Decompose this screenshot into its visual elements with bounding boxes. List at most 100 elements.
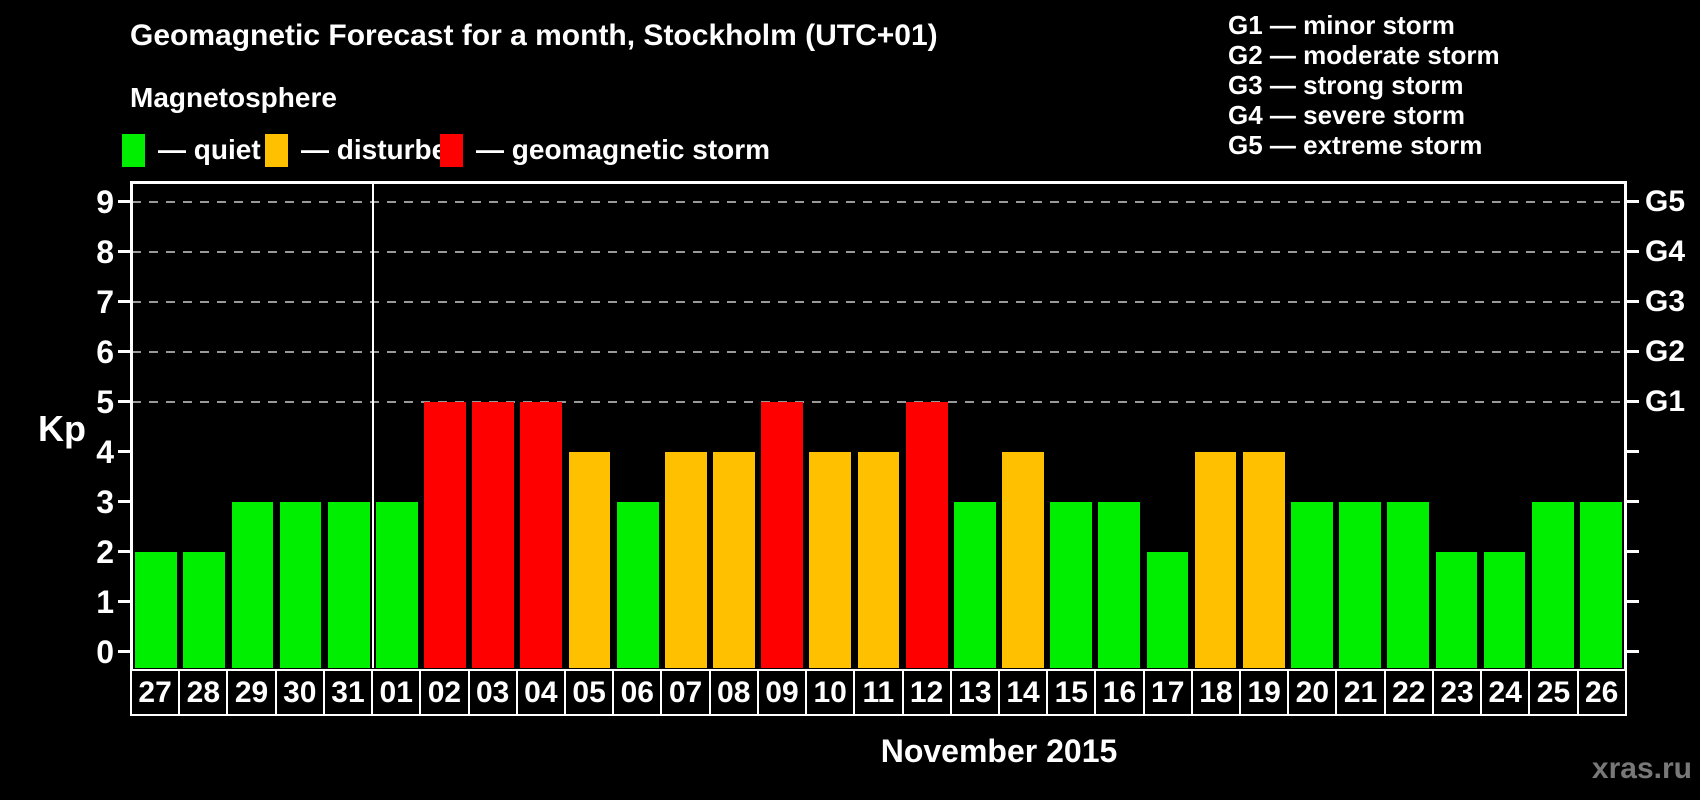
y-tick-label-6: 6 <box>96 334 114 370</box>
day-cell-17: 17 <box>1142 671 1191 714</box>
legend-item-quiet: — quiet <box>122 132 261 168</box>
day-cell-25: 25 <box>1528 671 1577 714</box>
y-tick-left-4 <box>118 450 132 453</box>
day-cell-16: 16 <box>1094 671 1143 714</box>
gridline-kp-8 <box>132 251 1625 253</box>
day-cell-29: 29 <box>226 671 275 714</box>
y-tick-label-4: 4 <box>96 434 114 470</box>
y-tick-label-8: 8 <box>96 234 114 270</box>
axis-line-right <box>1624 181 1627 669</box>
bar-day-03 <box>472 402 515 668</box>
y-tick-left-8 <box>118 250 132 253</box>
y-tick-right-6 <box>1625 350 1639 353</box>
y-tick-label-0: 0 <box>96 634 114 670</box>
g-scale-legend: G1 — minor storm G2 — moderate storm G3 — … <box>1228 10 1500 160</box>
day-cell-09: 09 <box>756 671 806 714</box>
day-cell-19: 19 <box>1239 671 1288 714</box>
bar-day-22 <box>1387 502 1430 668</box>
bar-day-30 <box>279 502 322 668</box>
legend-label-storm: — geomagnetic storm <box>476 134 771 165</box>
bar-day-29 <box>231 502 274 668</box>
bar-day-28 <box>183 552 226 668</box>
legend-swatch-storm <box>440 133 463 167</box>
bar-day-26 <box>1580 502 1622 668</box>
y-tick-label-7: 7 <box>96 284 114 320</box>
day-cell-11: 11 <box>853 671 902 714</box>
axis-line-left <box>130 181 133 669</box>
day-cell-02: 02 <box>419 671 468 714</box>
bar-day-31 <box>327 502 370 668</box>
legend-label-quiet: — quiet <box>158 134 261 165</box>
y-tick-left-3 <box>118 500 132 503</box>
y-tick-left-6 <box>118 350 132 353</box>
legend-item-storm: — geomagnetic storm <box>440 132 770 168</box>
legend-item-disturbed: — disturbed <box>265 132 464 168</box>
chart-title: Geomagnetic Forecast for a month, Stockh… <box>130 19 938 52</box>
bar-day-08 <box>713 452 755 668</box>
bar-day-07 <box>664 452 707 668</box>
day-cell-18: 18 <box>1190 671 1240 714</box>
y-tick-right-8 <box>1625 250 1639 253</box>
bar-day-12 <box>905 402 948 668</box>
day-cell-22: 22 <box>1383 671 1432 714</box>
bar-day-16 <box>1098 502 1141 668</box>
bar-day-10 <box>809 452 852 668</box>
bar-day-25 <box>1531 502 1574 668</box>
day-cell-27: 27 <box>132 671 179 714</box>
day-cell-08: 08 <box>708 671 757 714</box>
g-legend-line-3: G3 — strong storm <box>1228 70 1464 100</box>
watermark: xras.ru <box>1591 752 1692 785</box>
day-cell-20: 20 <box>1287 671 1336 714</box>
legend-label-disturbed: — disturbed <box>301 134 465 165</box>
bar-day-02 <box>424 402 466 668</box>
day-cell-06: 06 <box>612 671 661 714</box>
y-tick-right-0 <box>1625 650 1639 653</box>
gridline-kp-7 <box>132 301 1625 303</box>
g-axis-label-g1: G1 <box>1645 385 1686 418</box>
y-tick-left-2 <box>118 550 132 553</box>
bar-day-17 <box>1146 552 1189 668</box>
y-tick-right-7 <box>1625 300 1639 303</box>
y-tick-right-2 <box>1625 550 1639 553</box>
magnetosphere-label: Magnetosphere <box>130 82 337 113</box>
g-legend-line-2: G2 — moderate storm <box>1228 40 1500 70</box>
y-tick-label-9: 9 <box>96 184 114 220</box>
day-cell-13: 13 <box>949 671 998 714</box>
g-axis-label-g4: G4 <box>1645 235 1686 268</box>
day-cell-23: 23 <box>1431 671 1481 714</box>
y-tick-label-1: 1 <box>96 584 114 620</box>
day-cell-26: 26 <box>1576 671 1625 714</box>
g-legend-line-1: G1 — minor storm <box>1228 10 1455 40</box>
bar-day-24 <box>1483 552 1526 668</box>
y-tick-left-7 <box>118 300 132 303</box>
bar-day-09 <box>761 402 804 668</box>
day-cell-14: 14 <box>997 671 1047 714</box>
day-cell-30: 30 <box>274 671 323 714</box>
day-cell-05: 05 <box>563 671 613 714</box>
plot-border-top <box>130 181 1627 184</box>
y-tick-label-3: 3 <box>96 484 114 520</box>
gridline-kp-5 <box>132 401 1625 403</box>
g-legend-line-4: G4 — severe storm <box>1228 100 1466 130</box>
bar-day-05 <box>568 452 611 668</box>
day-cell-01: 01 <box>371 671 420 714</box>
day-cell-24: 24 <box>1480 671 1529 714</box>
bar-day-21 <box>1339 502 1381 668</box>
bar-day-13 <box>953 502 996 668</box>
x-axis-day-labels: 27 28 29 30 31 01 02 03 04 05 06 07 08 09 10 11 12 13 14 15… <box>130 669 1627 716</box>
day-cell-28: 28 <box>178 671 227 714</box>
y-tick-label-5: 5 <box>96 384 114 420</box>
y-tick-right-5 <box>1625 400 1639 403</box>
y-tick-right-3 <box>1625 500 1639 503</box>
day-cell-10: 10 <box>805 671 854 714</box>
day-cell-04: 04 <box>515 671 564 714</box>
y-axis-label: Kp <box>38 408 86 449</box>
bar-day-11 <box>857 452 900 668</box>
y-tick-left-9 <box>118 200 132 203</box>
g-axis-label-g2: G2 <box>1645 335 1686 368</box>
bar-day-04 <box>520 402 563 668</box>
bar-day-15 <box>1050 502 1092 668</box>
day-cell-03: 03 <box>467 671 516 714</box>
day-cell-15: 15 <box>1046 671 1095 714</box>
